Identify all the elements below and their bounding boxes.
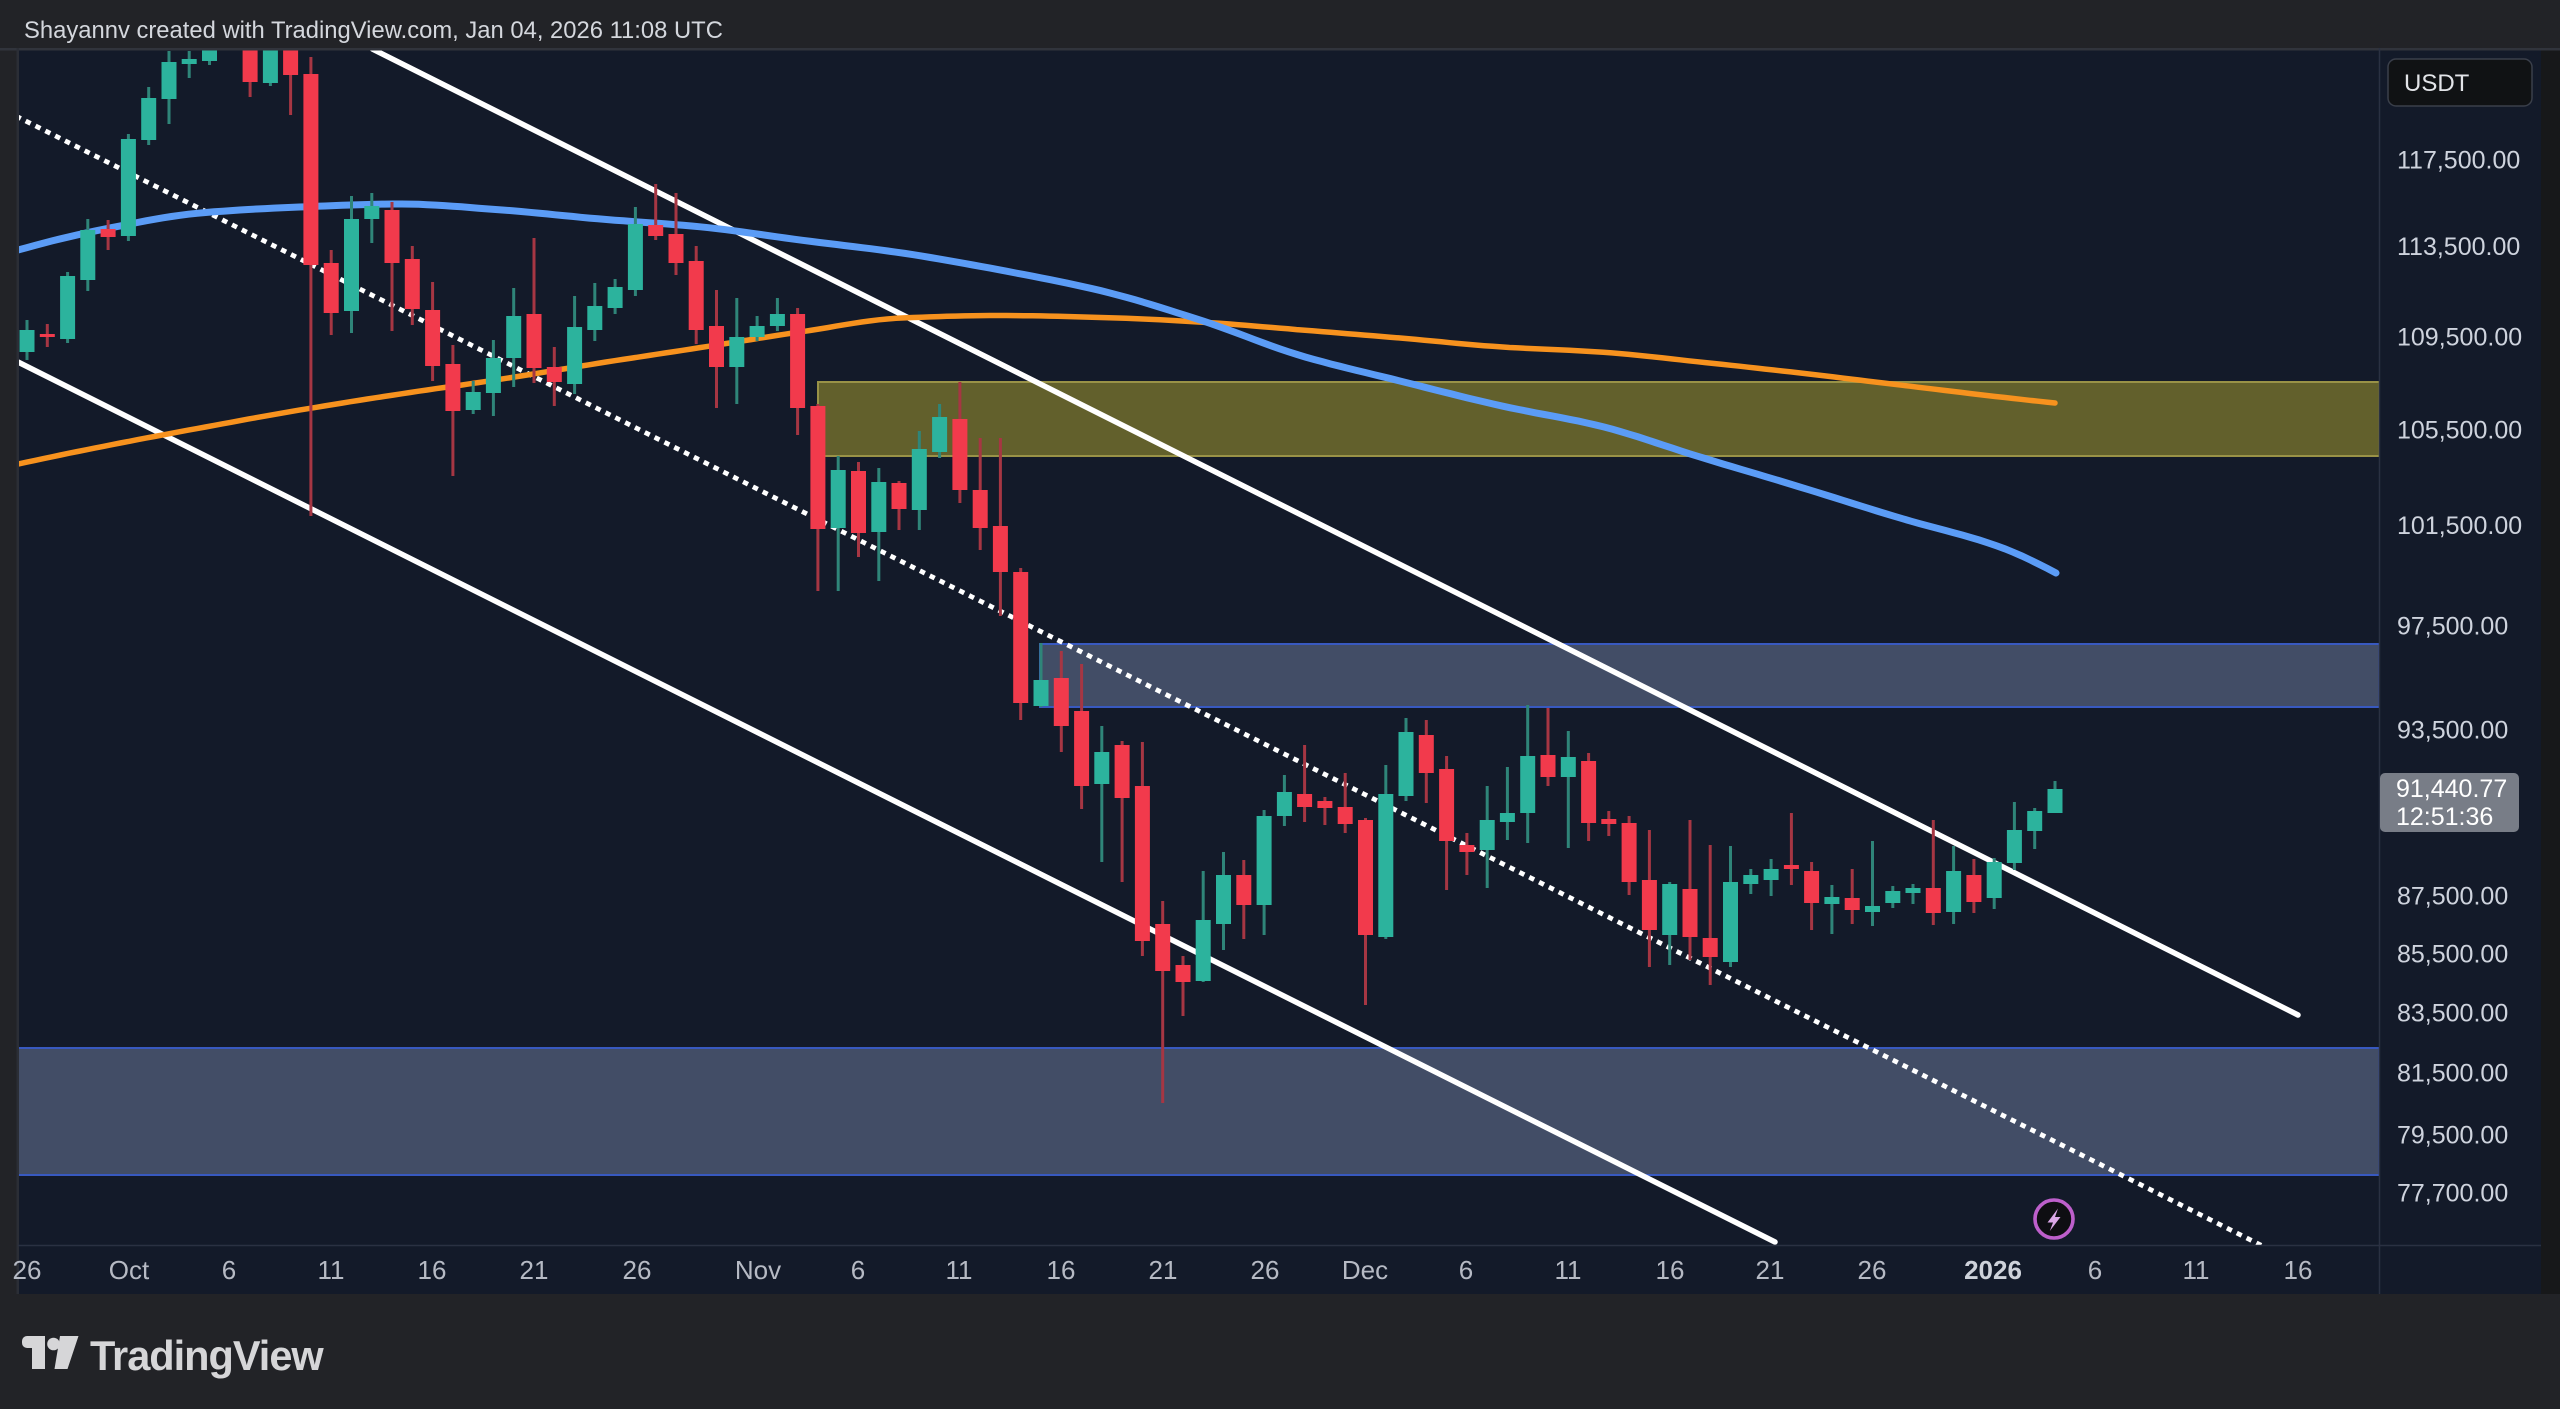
svg-text:26: 26 (623, 1255, 652, 1285)
svg-text:16: 16 (2284, 1255, 2313, 1285)
svg-text:Nov: Nov (735, 1255, 781, 1285)
svg-text:26: 26 (13, 1255, 42, 1285)
svg-text:12:51:36: 12:51:36 (2396, 803, 2493, 831)
svg-text:11: 11 (1555, 1255, 1582, 1285)
svg-text:Shayannv created with TradingV: Shayannv created with TradingView.com, J… (24, 17, 723, 44)
svg-text:11: 11 (318, 1255, 345, 1285)
svg-text:91,440.77: 91,440.77 (2396, 775, 2507, 803)
svg-text:11: 11 (946, 1255, 973, 1285)
svg-text:11: 11 (2183, 1255, 2210, 1285)
svg-text:Dec: Dec (1342, 1255, 1388, 1285)
svg-text:26: 26 (1251, 1255, 1280, 1285)
svg-text:Oct: Oct (109, 1255, 150, 1285)
svg-text:79,500.00: 79,500.00 (2397, 1122, 2508, 1150)
svg-text:85,500.00: 85,500.00 (2397, 941, 2508, 969)
svg-text:83,500.00: 83,500.00 (2397, 1000, 2508, 1028)
svg-text:21: 21 (1149, 1255, 1178, 1285)
svg-text:16: 16 (418, 1255, 447, 1285)
svg-text:6: 6 (1459, 1255, 1473, 1285)
svg-text:21: 21 (1756, 1255, 1785, 1285)
svg-text:97,500.00: 97,500.00 (2397, 613, 2508, 641)
svg-text:105,500.00: 105,500.00 (2397, 417, 2522, 445)
svg-text:81,500.00: 81,500.00 (2397, 1060, 2508, 1088)
svg-text:6: 6 (2088, 1255, 2102, 1285)
svg-text:117,500.00: 117,500.00 (2397, 147, 2520, 175)
svg-text:109,500.00: 109,500.00 (2397, 324, 2522, 352)
svg-text:16: 16 (1656, 1255, 1685, 1285)
svg-text:TradingView: TradingView (90, 1332, 324, 1379)
svg-text:93,500.00: 93,500.00 (2397, 717, 2508, 745)
svg-text:16: 16 (1047, 1255, 1076, 1285)
svg-text:2026: 2026 (1964, 1255, 2022, 1285)
svg-text:USDT: USDT (2404, 70, 2470, 97)
svg-text:6: 6 (851, 1255, 865, 1285)
svg-text:6: 6 (222, 1255, 236, 1285)
svg-text:26: 26 (1858, 1255, 1887, 1285)
svg-text:101,500.00: 101,500.00 (2397, 512, 2522, 540)
svg-text:87,500.00: 87,500.00 (2397, 883, 2508, 911)
svg-text:21: 21 (520, 1255, 549, 1285)
svg-text:113,500.00: 113,500.00 (2397, 233, 2520, 261)
svg-text:77,700.00: 77,700.00 (2397, 1180, 2508, 1208)
